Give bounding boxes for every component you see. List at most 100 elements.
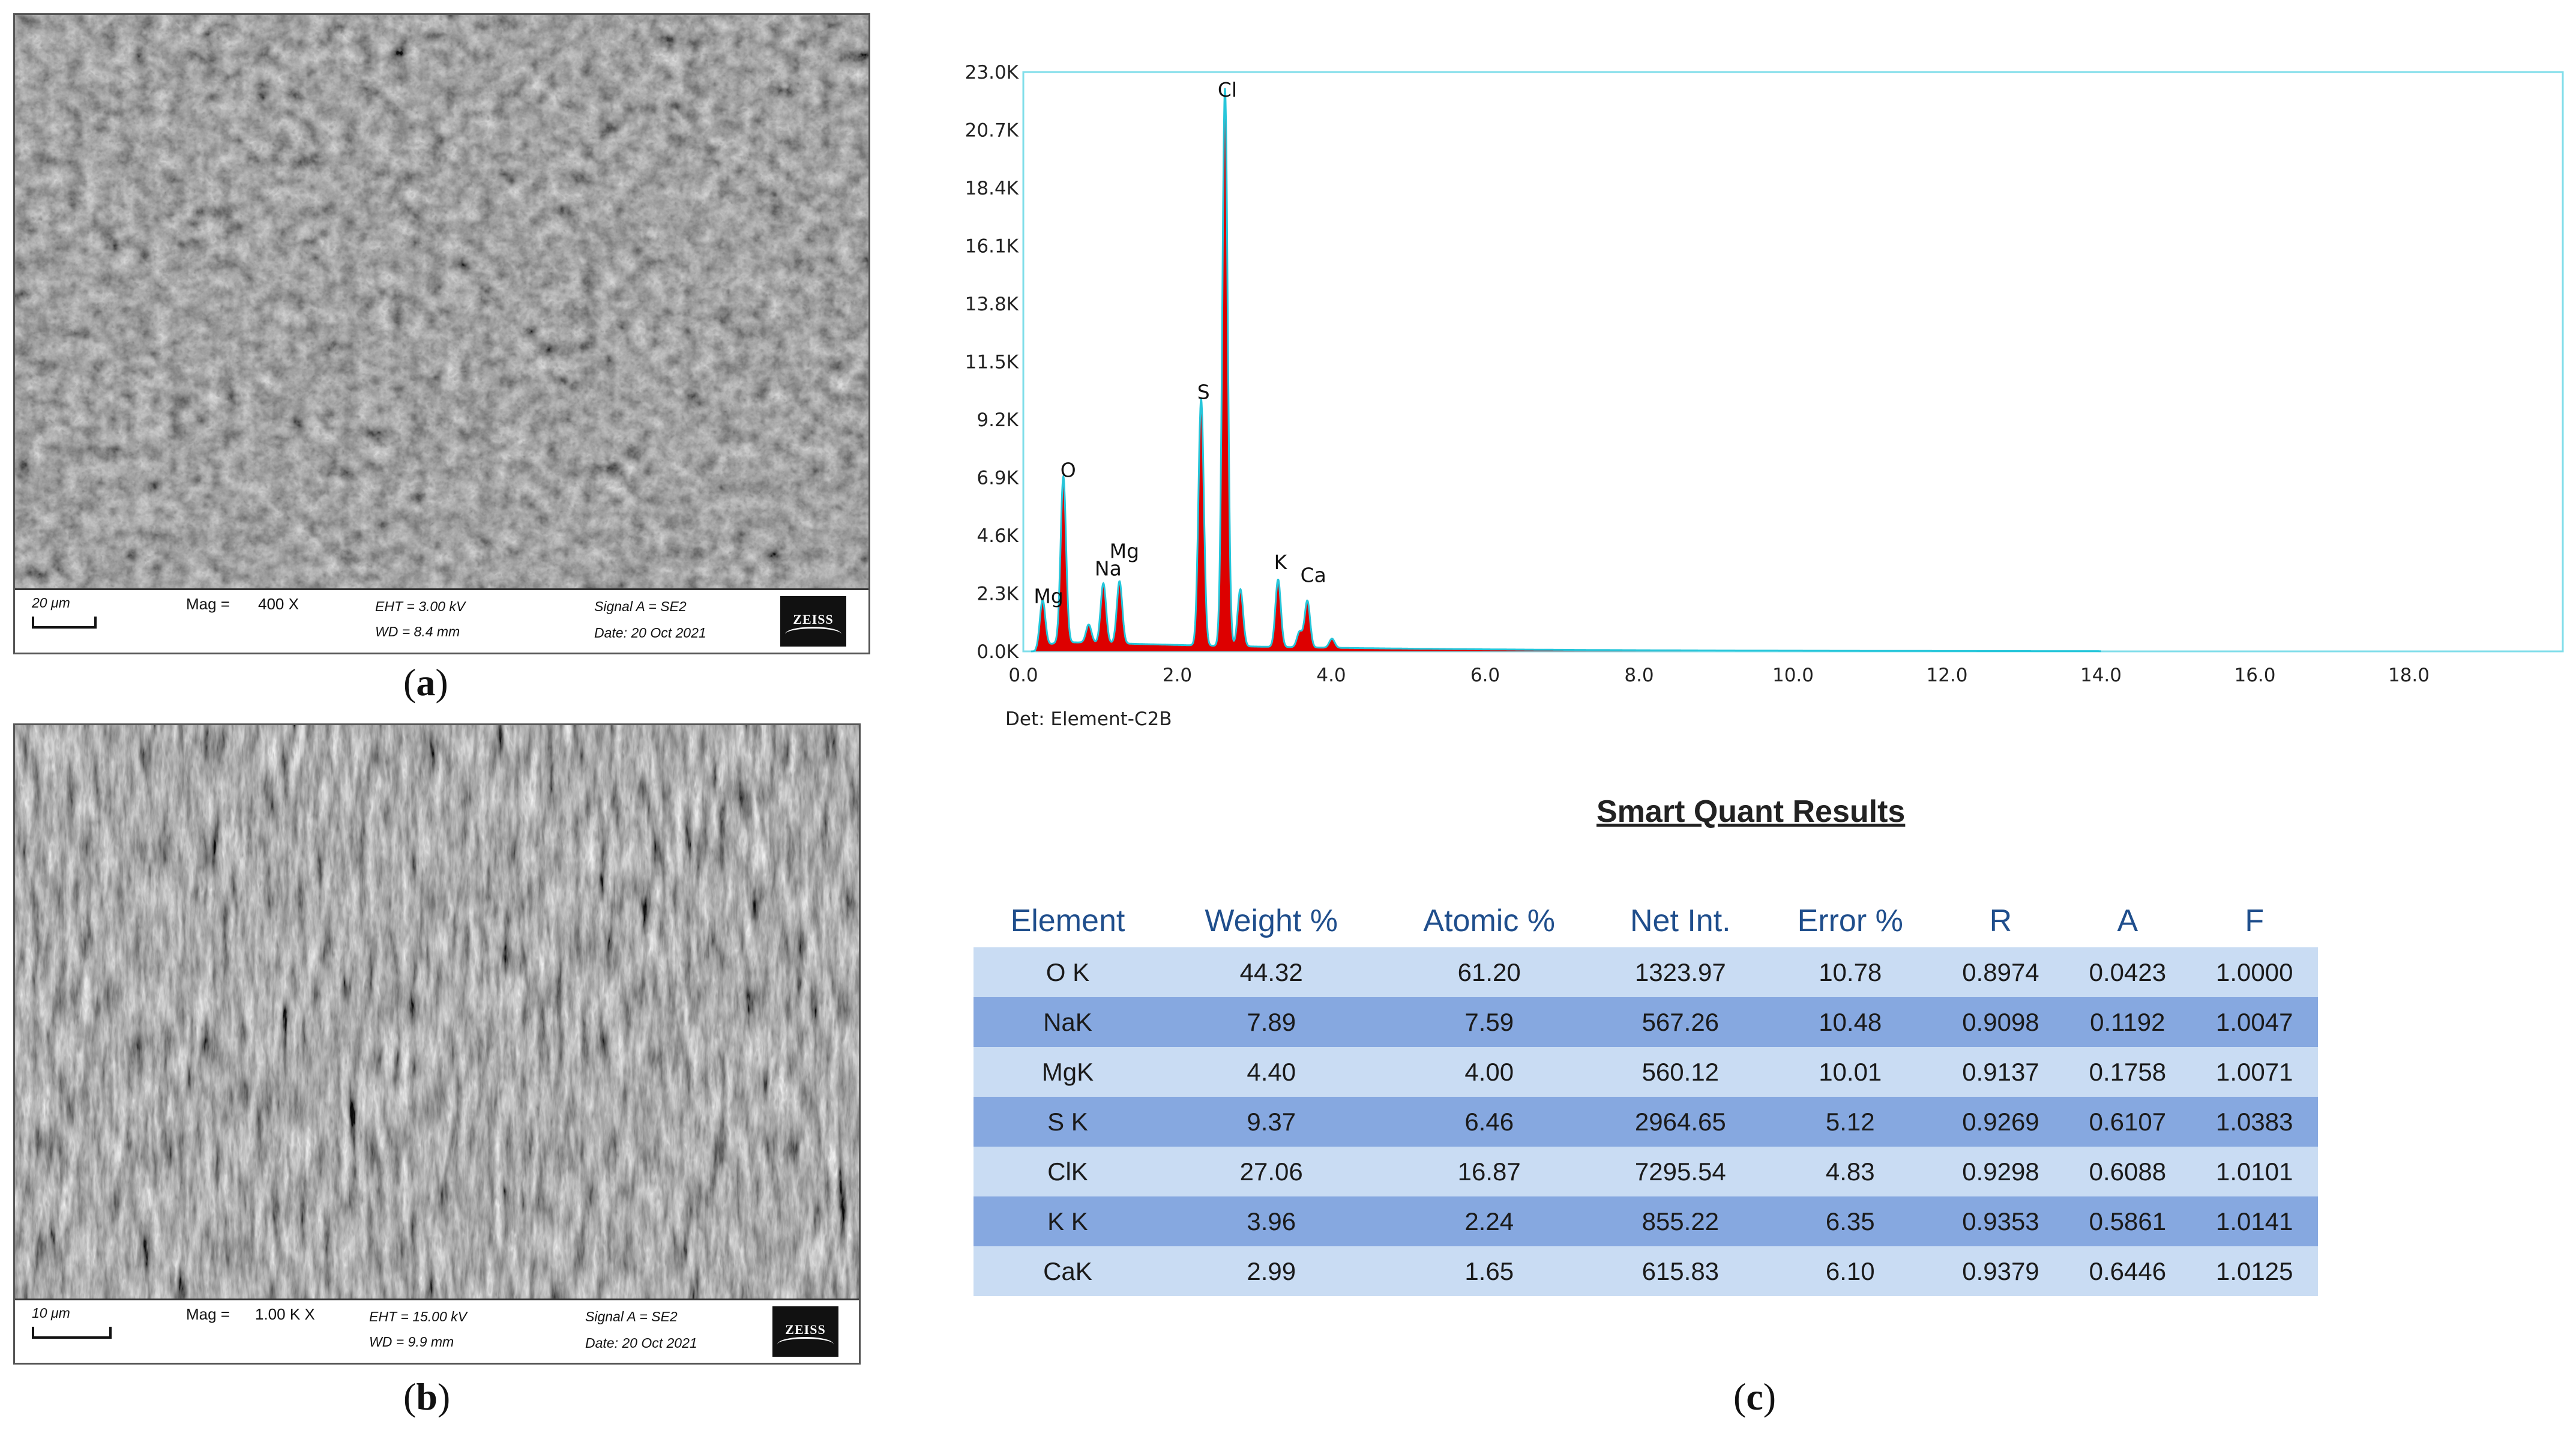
- x-tick-label: 10.0: [1772, 665, 1814, 686]
- smart-quant-table: Element Weight % Atomic % Net Int. Error % R A…: [974, 894, 2318, 1296]
- table-cell: 1323.97: [1597, 947, 1763, 997]
- peak-label: K: [1274, 551, 1288, 574]
- y-tick-label: 4.6K: [977, 525, 1019, 547]
- table-cell: 1.0101: [2191, 1147, 2318, 1196]
- plot-frame: [1022, 71, 2564, 653]
- mag-label: Mag =: [186, 1305, 230, 1323]
- y-tick-label: 18.4K: [965, 178, 1019, 199]
- column-header: Error %: [1797, 904, 1903, 938]
- table-cell: 2.24: [1380, 1196, 1598, 1246]
- table-cell: 1.0047: [2191, 997, 2318, 1047]
- column-header: Element: [1010, 904, 1125, 938]
- sem-texture-a: [15, 15, 868, 591]
- peak-label: Na: [1095, 557, 1122, 581]
- detector-label: Det: Element-C2B: [1005, 708, 1172, 730]
- scale-bar: [32, 617, 97, 629]
- panel-label-b: (b): [403, 1375, 451, 1418]
- table-cell: 1.0000: [2191, 947, 2318, 997]
- y-tick-label: 23.0K: [965, 62, 1019, 83]
- x-tick-label: 16.0: [2234, 665, 2275, 686]
- y-axis: 0.0K 2.3K 4.6K 6.9K 9.2K 11.5K 13.8K 16.1K 18.4K…: [965, 62, 1019, 663]
- table-cell: CaK: [974, 1246, 1162, 1296]
- table-cell: 10.01: [1763, 1047, 1937, 1097]
- spectrum-fill: [1031, 104, 2101, 651]
- scale-bar: [32, 1327, 112, 1339]
- table-row: S K 9.37 6.46 2964.65 5.12 0.9269 0.6107 1.0383: [974, 1097, 2318, 1147]
- sem-image-b: 10 μm Mag = 1.00 K X EHT = 15.00 kV WD =…: [13, 723, 861, 1365]
- table-row: ClK 27.06 16.87 7295.54 4.83 0.9298 0.6088 1.01…: [974, 1147, 2318, 1196]
- y-tick-label: 20.7K: [965, 120, 1019, 142]
- y-tick-label: 11.5K: [965, 352, 1019, 373]
- wd-value: WD = 9.9 mm: [369, 1334, 454, 1350]
- table-row: O K 44.32 61.20 1323.97 10.78 0.8974 0.0423 1.0…: [974, 947, 2318, 997]
- sem-info-bar-b: 10 μm Mag = 1.00 K X EHT = 15.00 kV WD =…: [15, 1299, 859, 1363]
- y-tick-label: 6.9K: [977, 468, 1019, 489]
- scale-label: 10 μm: [32, 1305, 70, 1321]
- x-tick-label: 14.0: [2080, 665, 2122, 686]
- spectrum-outline: [1031, 88, 2101, 653]
- table-cell: 7.89: [1161, 997, 1381, 1047]
- table-cell: 10.48: [1763, 997, 1937, 1047]
- date-value: Date: 20 Oct 2021: [594, 625, 706, 641]
- mag-value: 1.00 K X: [255, 1305, 315, 1323]
- table-cell: 4.40: [1161, 1047, 1381, 1097]
- eht-value: EHT = 15.00 kV: [369, 1309, 467, 1324]
- y-tick-label: 16.1K: [965, 236, 1019, 258]
- column-header: Atomic %: [1423, 904, 1556, 938]
- table-cell: 16.87: [1380, 1147, 1598, 1196]
- peak-label: S: [1197, 380, 1210, 403]
- table-cell: 6.10: [1763, 1246, 1937, 1296]
- x-tick-label: 4.0: [1316, 665, 1346, 686]
- table-cell: 0.6446: [2064, 1246, 2191, 1296]
- table-cell: S K: [974, 1097, 1162, 1147]
- table-cell: 0.9379: [1937, 1246, 2065, 1296]
- column-header: Weight %: [1205, 904, 1338, 938]
- sem-info-bar-a: 20 μm Mag = 400 X EHT = 3.00 kV WD = 8.4…: [15, 588, 868, 653]
- sem-texture-b: [15, 725, 859, 1302]
- eds-spectrum-chart: 0.0K2.3K4.6K6.9K9.2K11.5K13.8K16.1K18.4K…: [965, 62, 2564, 686]
- y-tick-label: 0.0K: [977, 641, 1019, 663]
- table-cell: 0.9298: [1937, 1147, 2065, 1196]
- table-cell: 4.83: [1763, 1147, 1937, 1196]
- scale-label: 20 μm: [32, 595, 70, 611]
- table-cell: 44.32: [1161, 947, 1381, 997]
- signal-value: Signal A = SE2: [594, 599, 687, 614]
- table-cell: 0.1192: [2064, 997, 2191, 1047]
- eht-value: EHT = 3.00 kV: [375, 599, 466, 614]
- table-cell: 2964.65: [1597, 1097, 1763, 1147]
- table-row: CaK 2.99 1.65 615.83 6.10 0.9379 0.6446 1.0125: [974, 1246, 2318, 1296]
- table-cell: K K: [974, 1196, 1162, 1246]
- x-tick-label: 18.0: [2388, 665, 2430, 686]
- table-cell: 0.1758: [2064, 1047, 2191, 1097]
- table-cell: 615.83: [1597, 1246, 1763, 1296]
- table-cell: 1.65: [1380, 1246, 1598, 1296]
- table-cell: 61.20: [1380, 947, 1598, 997]
- table-row: K K 3.96 2.24 855.22 6.35 0.9353 0.5861 1.0141: [974, 1196, 2318, 1246]
- zeiss-logo: ZEISS: [780, 596, 846, 647]
- column-header: F: [2245, 904, 2265, 938]
- table-cell: 0.9098: [1937, 997, 2065, 1047]
- table-cell: ClK: [974, 1147, 1162, 1196]
- table-header-row: Element Weight % Atomic % Net Int. Error % R A…: [974, 894, 2318, 947]
- mag-label: Mag =: [186, 595, 230, 613]
- table-cell: NaK: [974, 997, 1162, 1047]
- table-cell: 0.9269: [1937, 1097, 2065, 1147]
- x-tick-label: 6.0: [1470, 665, 1500, 686]
- table-title: Smart Quant Results: [1596, 794, 1906, 829]
- wd-value: WD = 8.4 mm: [375, 624, 460, 639]
- table-cell: 0.8974: [1937, 947, 2065, 997]
- table-cell: 10.78: [1763, 947, 1937, 997]
- table-cell: MgK: [974, 1047, 1162, 1097]
- table-cell: 6.35: [1763, 1196, 1937, 1246]
- zeiss-logo: ZEISS: [772, 1306, 838, 1357]
- signal-value: Signal A = SE2: [585, 1309, 678, 1324]
- column-header: A: [2117, 904, 2138, 938]
- table-cell: 0.6107: [2064, 1097, 2191, 1147]
- table-cell: 4.00: [1380, 1047, 1598, 1097]
- panel-label-a: (a): [403, 661, 448, 704]
- y-tick-label: 9.2K: [977, 409, 1019, 431]
- table-cell: 560.12: [1597, 1047, 1763, 1097]
- sem-image-a: 20 μm Mag = 400 X EHT = 3.00 kV WD = 8.4…: [13, 13, 870, 654]
- table-cell: 1.0071: [2191, 1047, 2318, 1097]
